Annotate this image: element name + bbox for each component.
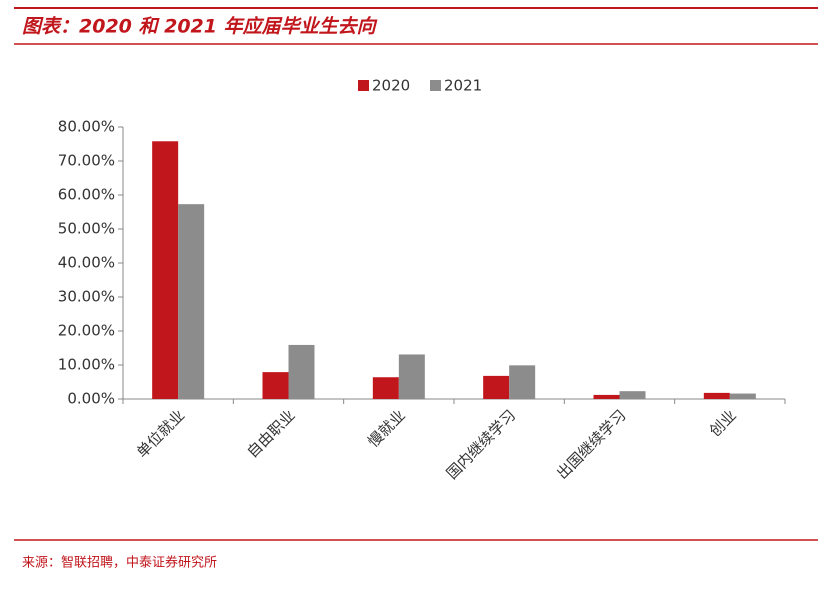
y-tick-label: 50.00%: [58, 220, 115, 238]
y-tick-label: 20.00%: [58, 322, 115, 340]
bar: [483, 375, 510, 399]
x-tick-label: 单位就业: [133, 406, 188, 461]
bar: [703, 392, 730, 399]
y-tick-label: 60.00%: [58, 186, 115, 204]
bar: [372, 377, 399, 399]
source: 来源：智联招聘，中泰证券研究所: [22, 555, 217, 571]
legend-swatch: [358, 80, 369, 91]
bar: [288, 344, 315, 399]
legend-label: 2021: [444, 77, 482, 95]
bar: [152, 141, 179, 399]
y-tick-label: 30.00%: [58, 288, 115, 306]
bar: [398, 354, 425, 399]
x-tick-label: 自由职业: [243, 406, 298, 461]
bar: [729, 393, 756, 399]
legend-swatch: [430, 80, 441, 91]
bar: [593, 394, 620, 399]
x-tick-label: 国内继续学习: [443, 406, 519, 482]
chart-title: 图表：2020 和 2021 年应届毕业生去向: [22, 16, 378, 38]
bar: [509, 365, 536, 399]
legend-label: 2020: [372, 77, 410, 95]
x-tick-label: 创业: [706, 406, 740, 440]
x-tick-label: 慢就业: [364, 406, 409, 451]
y-tick-label: 80.00%: [58, 118, 115, 136]
bar: [619, 391, 646, 399]
x-tick-label: 出国继续学习: [553, 406, 629, 482]
y-tick-label: 70.00%: [58, 152, 115, 170]
y-tick-label: 0.00%: [67, 390, 115, 408]
y-tick-label: 10.00%: [58, 356, 115, 374]
bar: [262, 372, 289, 399]
bar: [178, 204, 205, 399]
y-tick-label: 40.00%: [58, 254, 115, 272]
